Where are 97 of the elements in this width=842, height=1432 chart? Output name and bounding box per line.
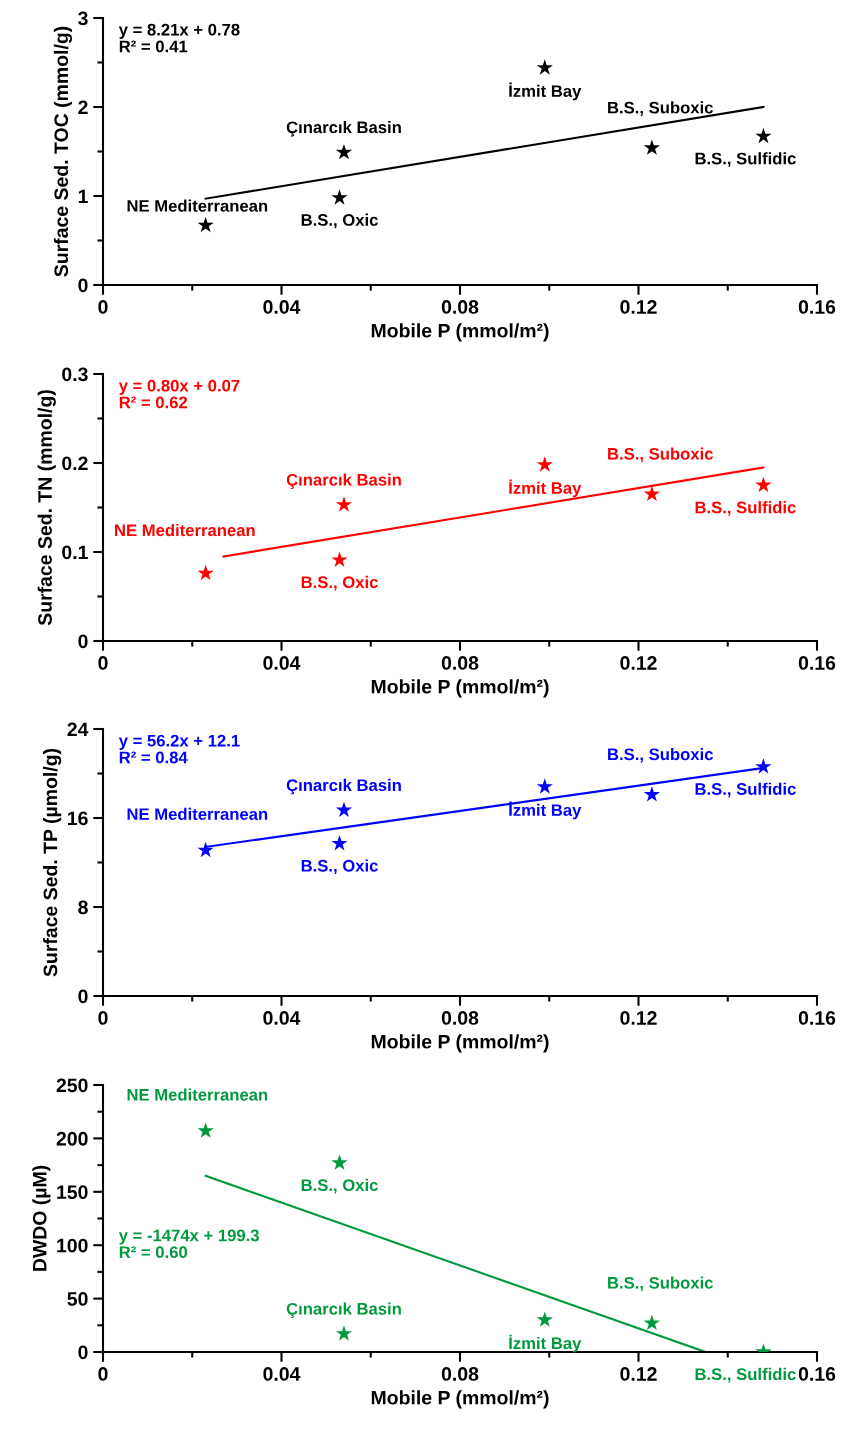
annotation: y = 56.2x + 12.1 R² = 0.84 <box>118 734 240 764</box>
annotation: NE Mediterranean <box>127 199 268 212</box>
point <box>331 551 348 567</box>
annotation: Çınarcık Basin <box>286 778 401 795</box>
point <box>643 1314 660 1331</box>
x-tick-label: 0.04 <box>263 300 301 314</box>
annotation: y = 0.80x + 0.07 R² = 0.62 <box>118 379 240 409</box>
point <box>197 841 214 858</box>
x-tick-label: 0 <box>98 300 108 314</box>
y-tick-label: 200 <box>56 1131 88 1146</box>
x-tick-label: 0.08 <box>441 1367 479 1381</box>
x-tick-label: 0.16 <box>798 1011 836 1025</box>
point <box>197 564 214 581</box>
y-tick-label: 16 <box>68 811 88 826</box>
y-tick-label: 8 <box>78 900 88 915</box>
x-tick-label: 0.04 <box>263 1367 301 1381</box>
y-tick-label: 100 <box>57 1238 88 1253</box>
y-axis-title: Surface Sed. TP (µmol/g) <box>43 748 62 977</box>
annotation: B.S., Sulfidic <box>695 501 796 516</box>
point <box>331 189 348 205</box>
point <box>197 1122 214 1138</box>
y-tick-label: 250 <box>56 1078 88 1093</box>
annotation: B.S., Suboxic <box>608 1276 713 1292</box>
x-tick-label: 0 <box>98 1011 108 1025</box>
x-axis-title: Mobile P (mmol/m²) <box>371 1034 549 1053</box>
y-tick-label: 150 <box>57 1185 88 1200</box>
annotation: B.S., Oxic <box>301 213 378 229</box>
point <box>755 127 772 144</box>
point <box>536 778 553 794</box>
x-tick-label: 0.08 <box>441 656 479 670</box>
y-axis-title: Surface Sed. TOC (mmol/g) <box>53 26 73 277</box>
x-tick-label: 0.04 <box>263 656 301 670</box>
annotation: B.S., Oxic <box>301 1178 378 1194</box>
annotation: B.S., Oxic <box>301 859 378 875</box>
x-axis-title: Mobile P (mmol/m²) <box>371 1390 549 1409</box>
point <box>755 476 772 493</box>
annotation: B.S., Suboxic <box>608 101 713 116</box>
annotation: y = -1474x + 199.3 R² = 0.60 <box>118 1229 259 1259</box>
y-tick-label: 0 <box>78 278 88 293</box>
annotation: B.S., Suboxic <box>608 447 713 463</box>
x-tick-label: 0.16 <box>798 300 836 314</box>
annotation: B.S., Sulfidic <box>695 1367 796 1383</box>
point <box>335 801 353 818</box>
y-tick-label: 0 <box>78 989 88 1004</box>
x-tick-label: 0 <box>98 656 108 670</box>
x-tick-label: 0.12 <box>620 656 657 670</box>
point <box>536 1311 553 1327</box>
point <box>755 758 772 774</box>
annotation: NE Mediterranean <box>115 523 255 537</box>
x-tick-label: 0.08 <box>441 1011 479 1025</box>
annotation: İzmit Bay <box>509 801 582 820</box>
annotation: Çınarcık Basin <box>286 473 401 489</box>
annotation: B.S., Sulfidic <box>695 152 796 167</box>
annotation: NE Mediterranean <box>127 807 268 821</box>
x-tick-label: 0 <box>98 1367 108 1381</box>
y-tick-label: 0 <box>78 634 88 649</box>
y-axis-title: Surface Sed. TN (mmol/g) <box>37 390 56 626</box>
annotation: y = 8.21x + 0.78 R² = 0.41 <box>118 23 240 53</box>
x-tick-label: 0.16 <box>798 656 836 670</box>
point <box>335 143 353 160</box>
y-axis-title: DWDO (µM) <box>32 1165 51 1271</box>
y-tick-label: 0 <box>78 1345 88 1360</box>
annotation: Çınarcık Basin <box>286 121 401 137</box>
point <box>643 139 660 155</box>
x-tick-label: 0.04 <box>263 1011 301 1025</box>
y-tick-label: 50 <box>67 1292 88 1306</box>
y-tick-label: 1 <box>78 189 88 204</box>
point <box>331 1154 348 1170</box>
x-tick-label: 0.08 <box>441 300 479 314</box>
annotation: İzmit Bay <box>509 479 582 498</box>
point <box>331 835 348 851</box>
annotation: B.S., Suboxic <box>608 747 713 763</box>
x-axis-title: Mobile P (mmol/m²) <box>371 323 549 342</box>
point <box>643 485 660 502</box>
x-axis-title: Mobile P (mmol/m²) <box>371 679 549 698</box>
x-tick-label: 0.12 <box>620 300 657 314</box>
point <box>536 456 553 472</box>
annotation: B.S., Oxic <box>301 575 378 591</box>
annotation: Çınarcık Basin <box>286 1302 401 1318</box>
x-tick-label: 0.12 <box>620 1367 657 1381</box>
point <box>335 1325 353 1341</box>
annotation: İzmit Bay <box>509 1334 582 1353</box>
point <box>197 216 214 233</box>
point <box>536 59 553 75</box>
x-tick-label: 0.16 <box>798 1367 836 1381</box>
y-tick-label: 0.3 <box>62 367 88 382</box>
annotation: NE Mediterranean <box>127 1088 268 1101</box>
y-tick-label: 2 <box>78 100 88 115</box>
point <box>643 786 660 802</box>
annotation: B.S., Sulfidic <box>695 782 796 798</box>
annotation: İzmit Bay <box>509 82 582 101</box>
y-tick-label: 3 <box>78 11 88 26</box>
point <box>335 496 353 512</box>
x-tick-label: 0.12 <box>620 1011 657 1025</box>
y-tick-label: 0.1 <box>62 545 88 560</box>
y-tick-label: 0.2 <box>62 456 88 471</box>
y-tick-label: 24 <box>67 722 89 737</box>
